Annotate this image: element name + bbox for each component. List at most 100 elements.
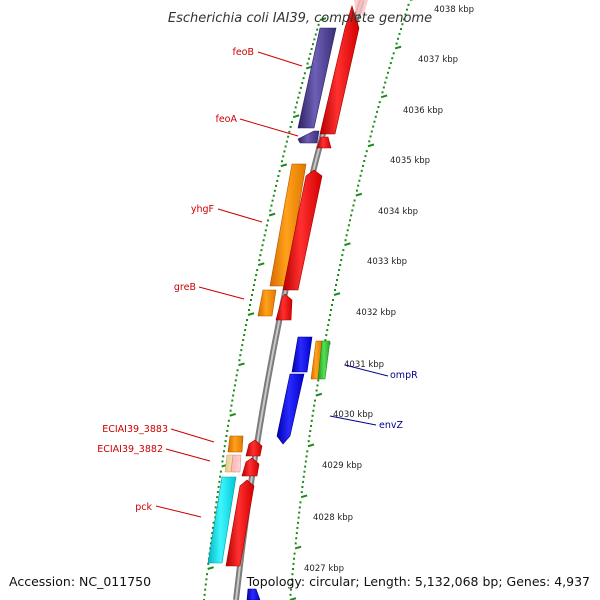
scale-dot: [316, 28, 319, 31]
scale-dot: [401, 23, 404, 26]
bottom-blue-cds[interactable]: [246, 588, 261, 600]
scale-dot: [289, 593, 292, 596]
ECIAI39_3883-gene[interactable]: [227, 435, 244, 453]
scale-dot: [307, 57, 310, 60]
scale-dot: [298, 506, 301, 509]
scale-dot: [219, 475, 222, 478]
scale-dot: [385, 76, 388, 79]
scale-dot: [234, 379, 237, 382]
scale-dot: [345, 234, 348, 237]
scale-dot: [351, 209, 354, 212]
scale-dot: [295, 537, 298, 540]
gene-label-pck[interactable]: pck: [135, 502, 152, 513]
scale-dot: [248, 309, 251, 312]
scale-dot: [359, 174, 362, 177]
scale-dot: [205, 578, 208, 581]
scale-dot: [291, 573, 294, 576]
ECIAI39_3882-cds[interactable]: [241, 457, 260, 477]
scale-dot: [250, 299, 253, 302]
scale-dot: [329, 314, 332, 317]
scale-dot: [236, 369, 239, 372]
envZ-cds[interactable]: [276, 373, 305, 445]
feoB-cds[interactable]: [319, 5, 360, 135]
scale-dot: [306, 62, 309, 65]
scale-dot: [209, 542, 212, 545]
scale-dot: [336, 279, 339, 282]
greB-gene[interactable]: [257, 289, 277, 317]
scale-dot: [293, 557, 296, 560]
scale-tick: [229, 412, 237, 417]
scale-dot: [256, 269, 259, 272]
scale-dot: [295, 101, 298, 104]
tick-label: 4036 kbp: [403, 106, 443, 116]
scale-dot: [308, 435, 311, 438]
scale-dot: [302, 480, 305, 483]
scale-dot: [232, 394, 235, 397]
scale-dot: [304, 460, 307, 463]
ompR-leader: [344, 364, 389, 377]
scale-dot: [300, 491, 303, 494]
scale-dot: [312, 43, 315, 46]
scale-dot: [381, 91, 384, 94]
scale-dot: [397, 37, 400, 40]
feoB-gene[interactable]: [297, 27, 337, 129]
feoA-gene[interactable]: [297, 130, 320, 144]
pck-cds[interactable]: [225, 479, 255, 567]
scale-dot: [357, 184, 360, 187]
gene-label-ompR[interactable]: ompR: [390, 370, 418, 381]
scale-dot: [285, 140, 288, 143]
scale-tick: [367, 143, 375, 148]
scale-dot: [349, 219, 351, 222]
tick-label: 4031 kbp: [344, 360, 384, 370]
scale-dot: [350, 214, 353, 217]
scale-dot: [342, 249, 345, 252]
gene-label-yhgF[interactable]: yhgF: [191, 204, 214, 215]
gene-label-feoB[interactable]: feoB: [232, 47, 254, 58]
pck-leader: [155, 505, 202, 518]
gene-label-greB[interactable]: greB: [174, 282, 196, 293]
scale-dot: [372, 125, 375, 128]
scale-dot: [215, 501, 218, 504]
scale-tick: [238, 362, 245, 367]
scale-dot: [339, 264, 342, 267]
scale-tick: [247, 312, 255, 316]
scale-dot: [219, 470, 222, 473]
scale-dot: [341, 254, 344, 257]
scale-dot: [307, 440, 310, 443]
gene-label-envZ[interactable]: envZ: [379, 420, 403, 431]
scale-dot: [249, 304, 251, 306]
greB-cds[interactable]: [275, 293, 293, 321]
scale-dot: [376, 110, 379, 113]
scale-dot: [364, 155, 367, 158]
scale-dot: [298, 511, 301, 514]
scale-dot: [230, 404, 233, 407]
scale-dot: [290, 583, 293, 586]
scale-dot: [328, 319, 331, 322]
pink-cds-top[interactable]: [354, 0, 368, 14]
scale-dot: [293, 111, 296, 114]
tick-label: 4030 kbp: [333, 410, 373, 420]
tick-label: 4028 kbp: [313, 513, 353, 523]
yhgF-cds[interactable]: [282, 169, 323, 291]
scale-dot: [382, 86, 385, 89]
ECIAI39_3883-cds[interactable]: [245, 439, 263, 457]
scale-dot: [316, 384, 319, 387]
scale-dot: [227, 419, 230, 422]
scale-dot: [317, 23, 320, 26]
scale-dot: [225, 435, 228, 438]
scale-dot: [304, 465, 307, 468]
scale-dot: [310, 48, 313, 51]
scale-dot: [223, 450, 225, 453]
scale-dot: [296, 526, 299, 529]
gene-label-ECIAI39_3883[interactable]: ECIAI39_3883: [102, 424, 168, 435]
outer-scale-ring: [289, 0, 414, 600]
ompR-gene-green[interactable]: [317, 340, 331, 380]
scale-dot: [203, 593, 206, 596]
gene-label-feoA[interactable]: feoA: [215, 114, 237, 125]
pck-gene[interactable]: [207, 476, 237, 564]
ECIAI39_3882-pink-gene[interactable]: [230, 454, 242, 473]
scale-dot: [210, 537, 213, 540]
ompR-cds[interactable]: [291, 336, 313, 373]
gene-label-ECIAI39_3882[interactable]: ECIAI39_3882: [97, 444, 163, 455]
feoA-cds[interactable]: [316, 136, 332, 149]
